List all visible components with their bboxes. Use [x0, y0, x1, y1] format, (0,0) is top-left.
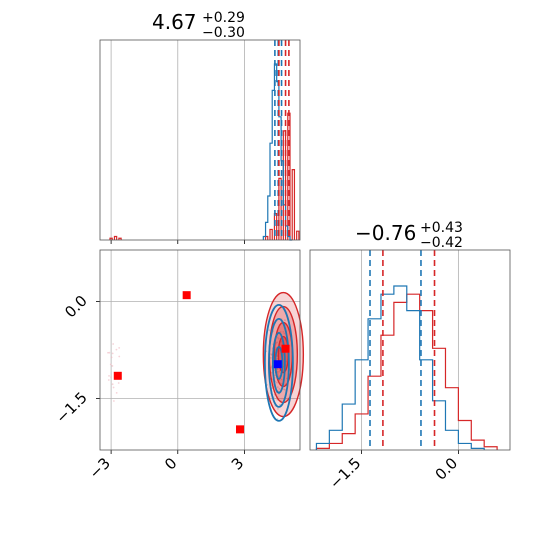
hist-series-a — [262, 63, 293, 241]
sample-point — [276, 386, 279, 389]
sample-point — [278, 387, 281, 390]
title-param-1: 4.67 — [152, 10, 197, 34]
sample-point — [110, 356, 113, 359]
tick-labels: −3 0 3 0.0 −1.5 −1.5 0.0 — [52, 292, 461, 493]
marker-red-0 — [182, 291, 191, 300]
title-param-2: −0.76 — [355, 221, 416, 245]
sample-point — [107, 379, 110, 381]
sample-point — [282, 388, 285, 391]
title-param-2-value: −0.76 — [355, 221, 416, 245]
x-tick-label-br-0: −1.5 — [326, 454, 364, 492]
contour-a-2 — [271, 332, 286, 394]
contour-a-0 — [263, 304, 294, 422]
hist-series-b — [315, 293, 498, 450]
sample-point — [118, 355, 121, 358]
sample-point — [278, 370, 280, 373]
sample-point — [107, 351, 109, 354]
sample-point — [108, 374, 110, 377]
sample-point — [276, 358, 278, 360]
sample-point — [280, 340, 283, 343]
sample-point — [111, 352, 114, 355]
sample-point — [281, 397, 283, 400]
marker-red-2 — [236, 425, 244, 434]
sample-point — [268, 329, 271, 332]
sample-point — [109, 363, 112, 366]
sample-point — [118, 346, 121, 349]
marker-red-3 — [281, 344, 290, 353]
sample-point — [276, 381, 278, 384]
sample-point — [277, 337, 280, 340]
title-param-1-plus: +0.29 — [202, 10, 245, 26]
title-param-2-plus: +0.43 — [420, 220, 463, 236]
sample-point — [276, 418, 279, 420]
sample-point — [277, 373, 279, 375]
sample-point — [115, 348, 118, 351]
sample-point — [283, 319, 286, 322]
sample-point — [112, 400, 115, 402]
sample-point — [285, 360, 288, 363]
sample-point — [108, 351, 111, 354]
title-param-1-minus: −0.30 — [202, 25, 245, 41]
x-tick-label-bl-2: 3 — [228, 454, 247, 473]
sample-point — [283, 332, 286, 335]
sample-point — [111, 365, 114, 367]
frame-br — [309, 249, 511, 451]
histogram-param-2 — [309, 249, 511, 454]
marker-red-1 — [113, 371, 122, 380]
frame-bl — [99, 249, 301, 451]
sample-point — [112, 343, 115, 345]
sample-point — [110, 376, 112, 378]
y-tick-label-bl-0: 0.0 — [61, 292, 91, 322]
sample-point — [276, 336, 279, 339]
x-tick-label-br-1: 0.0 — [432, 454, 462, 484]
y-tick-label-bl-1: −1.5 — [52, 388, 90, 426]
sample-point — [117, 382, 120, 384]
x-tick-label-bl-1: 0 — [161, 454, 180, 473]
sample-point — [280, 378, 283, 381]
hist-series-a — [315, 285, 485, 450]
contour-panel — [96, 249, 305, 454]
frame-tl — [99, 39, 301, 241]
marker-blue-0 — [273, 360, 282, 369]
sample-point — [276, 368, 279, 371]
sample-point — [111, 383, 114, 386]
sample-point — [277, 407, 279, 410]
sample-point — [270, 366, 273, 369]
sample-point — [112, 386, 115, 389]
x-tick-label-bl-0: −3 — [86, 454, 114, 482]
title-param-1-value: 4.67 — [152, 10, 197, 34]
sample-point — [269, 356, 272, 359]
sample-point — [285, 377, 288, 380]
contour-a-1 — [267, 318, 290, 408]
sample-point — [269, 353, 272, 355]
histogram-param-1 — [99, 39, 301, 244]
title-param-2-minus: −0.42 — [420, 235, 463, 251]
sample-point — [276, 341, 279, 344]
sample-points — [107, 318, 291, 420]
sample-point — [115, 391, 118, 394]
sample-point — [282, 330, 285, 333]
